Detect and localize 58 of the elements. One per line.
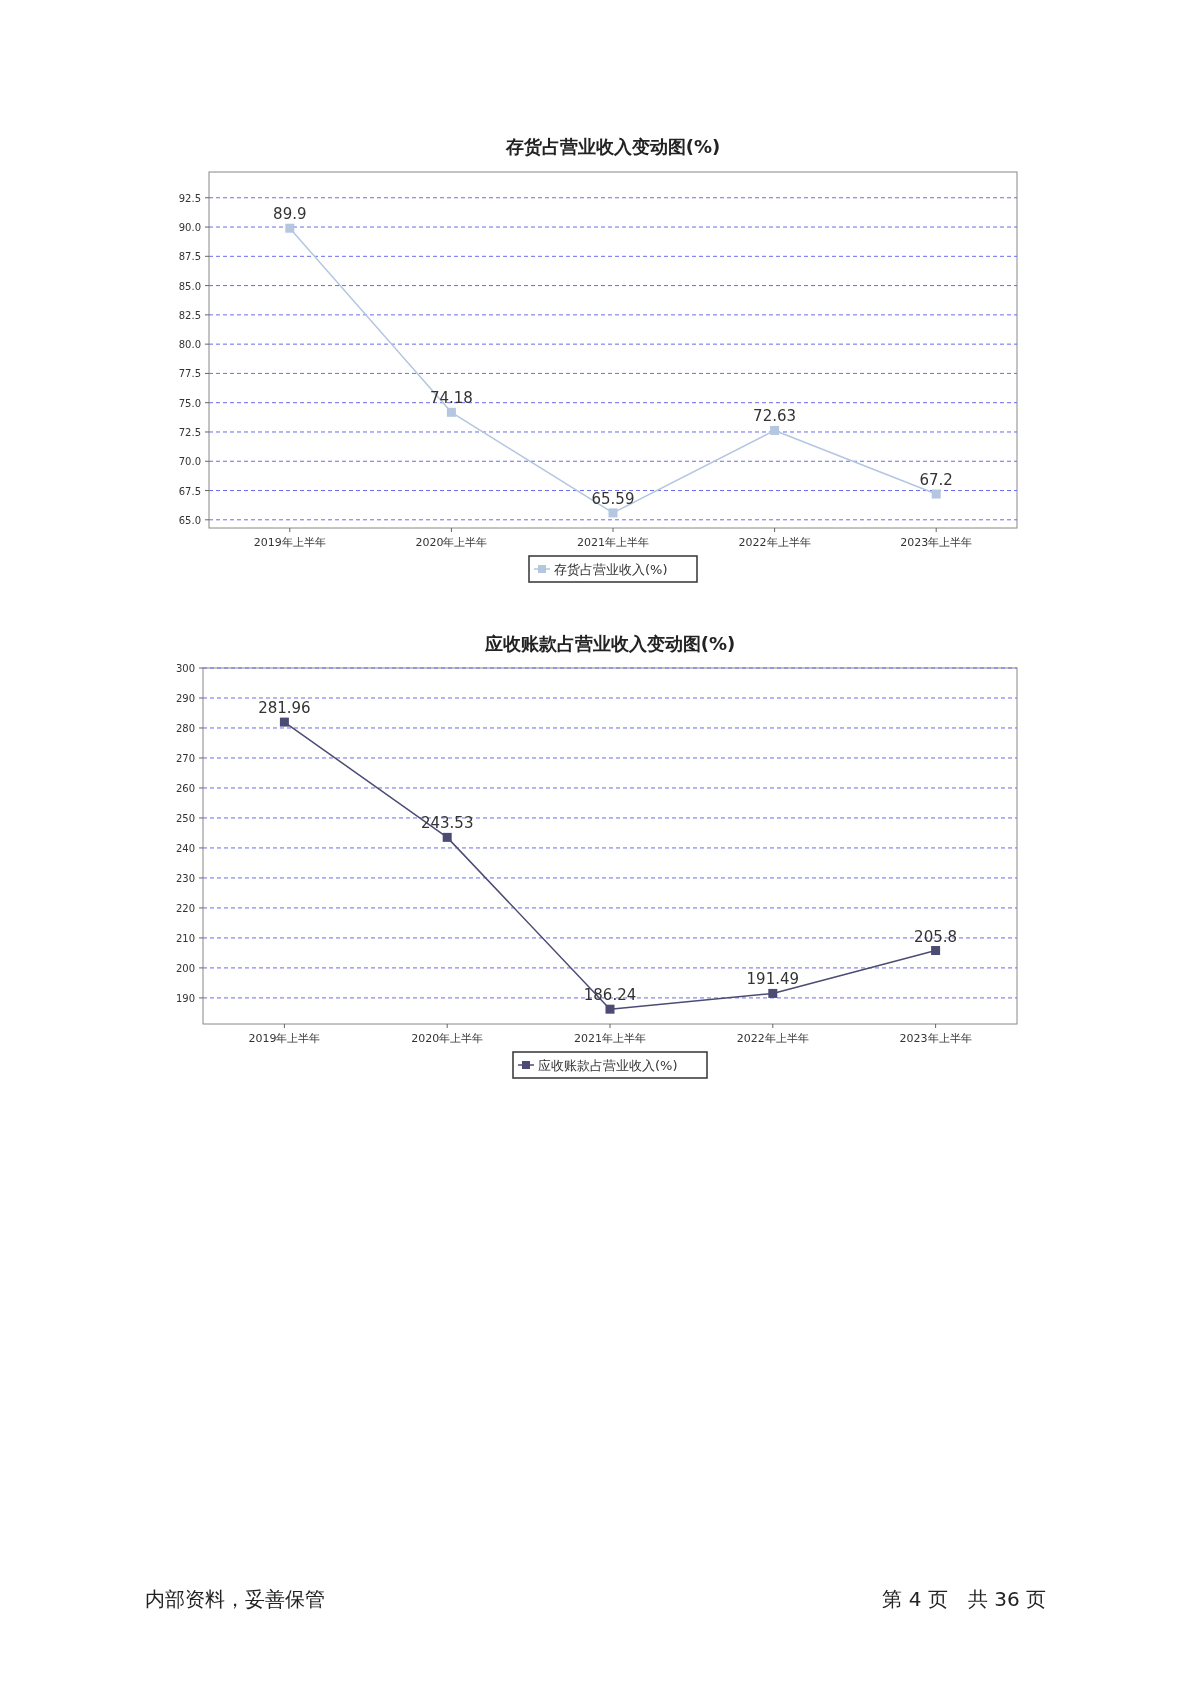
point <box>605 1004 615 1014</box>
y-tick-label: 290 <box>175 692 195 704</box>
y-tick-label: 260 <box>175 782 195 794</box>
y-tick-label: 85.0 <box>178 280 201 292</box>
x-tick-label: 2020年上半年 <box>415 536 488 549</box>
legend-label: 存货占营业收入(%) <box>554 562 668 577</box>
point <box>279 717 289 727</box>
y-tick-label: 87.5 <box>178 251 201 263</box>
y-tick-label: 220 <box>175 902 195 914</box>
data-label: 191.49 <box>746 970 800 989</box>
point <box>770 425 780 435</box>
y-tick-label: 250 <box>175 812 195 824</box>
y-tick-label: 67.5 <box>178 485 201 497</box>
point <box>608 508 618 518</box>
y-tick-label: 280 <box>175 722 195 734</box>
x-tick-label: 2023年上半年 <box>899 1032 972 1045</box>
x-tick-label: 2021年上半年 <box>577 536 649 549</box>
y-tick-label: 270 <box>175 752 195 764</box>
point <box>442 832 452 842</box>
point <box>446 407 456 417</box>
data-label: 281.96 <box>258 699 311 718</box>
x-tick-label: 2023年上半年 <box>900 536 973 549</box>
y-tick-label: 77.5 <box>178 368 201 380</box>
y-tick-label: 92.5 <box>178 192 201 204</box>
data-label: 89.9 <box>273 205 307 224</box>
y-tick-label: 240 <box>175 842 195 854</box>
text: 第 4 页 共 36 页 <box>882 1587 1046 1611</box>
data-label: 74.18 <box>429 389 473 408</box>
x-tick-label: 2020年上半年 <box>411 1032 484 1045</box>
text: 内部资料，妥善保管 <box>145 1587 325 1611</box>
point <box>931 489 941 499</box>
y-tick-label: 65.0 <box>178 514 201 526</box>
x-tick-label: 2022年上半年 <box>738 536 811 549</box>
y-tick-label: 230 <box>175 872 195 884</box>
y-tick-label: 200 <box>175 962 195 974</box>
legend-label: 应收账款占营业收入(%) <box>538 1058 678 1073</box>
data-label: 205.8 <box>914 927 958 946</box>
point <box>285 223 295 233</box>
x-tick-label: 2022年上半年 <box>736 1032 809 1045</box>
point <box>768 988 778 998</box>
y-tick-label: 300 <box>175 663 195 674</box>
y-tick-label: 80.0 <box>178 339 201 351</box>
y-tick-label: 75.0 <box>178 397 201 409</box>
data-label: 72.63 <box>753 407 797 426</box>
data-label: 67.2 <box>919 471 953 490</box>
y-tick-label: 190 <box>175 992 195 1004</box>
point <box>931 946 941 956</box>
chart-title: 应收账款占营业收入变动图(%) <box>483 633 736 654</box>
y-tick-label: 72.5 <box>178 426 201 438</box>
x-tick-label: 2021年上半年 <box>574 1032 646 1045</box>
data-label: 65.59 <box>591 489 635 508</box>
chart-title: 存货占营业收入变动图(%) <box>504 136 721 157</box>
y-tick-label: 210 <box>175 932 195 944</box>
y-tick-label: 90.0 <box>178 222 201 234</box>
y-tick-label: 82.5 <box>178 309 201 321</box>
x-tick-label: 2019年上半年 <box>248 1032 321 1045</box>
y-tick-label: 70.0 <box>178 456 201 468</box>
x-tick-label: 2019年上半年 <box>253 536 326 549</box>
